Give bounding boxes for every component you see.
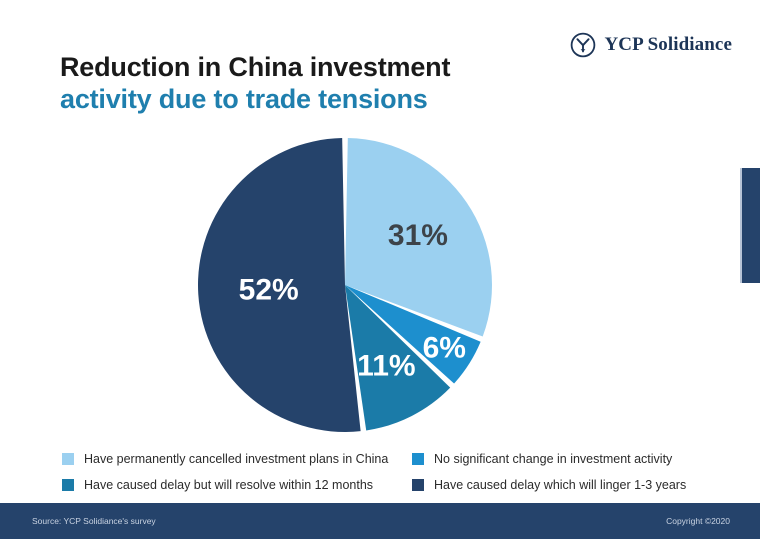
pie-slice-value-label: 6% [423, 332, 466, 365]
right-edge-accent-bar [740, 168, 760, 283]
pie-slice [345, 138, 493, 337]
legend-label-no-change: No significant change in investment acti… [434, 452, 673, 466]
pie-slice-group [197, 138, 493, 433]
pie-slice-label-group: 31% 6%11% 52% [239, 219, 466, 383]
legend-swatch-delay-1-3-years [412, 479, 424, 491]
pie-slice-value-label: 11% [357, 350, 415, 383]
pie-slice [197, 138, 361, 433]
legend-item-no-change[interactable]: No significant change in investment acti… [412, 452, 712, 466]
page-title-line-1: Reduction in China investment [60, 52, 451, 82]
brand-logo-text: YCP Solidiance [604, 34, 732, 55]
legend-swatch-no-change [412, 453, 424, 465]
brand-logo: YCP Solidiance [570, 32, 732, 58]
pie-chart: 31% 6% 11% 52% [0, 128, 760, 440]
page-title: Reduction in China investment activity d… [60, 52, 450, 116]
legend-label-delay-1-3-years: Have caused delay which will linger 1-3 … [434, 478, 687, 492]
pie-chart-canvas: 31% 6% 11% 52% [190, 136, 500, 434]
footer-source-text: Source: YCP Solidiance's survey [32, 516, 156, 526]
footer-copyright-text: Copyright ©2020 [666, 516, 730, 526]
pie-slice [345, 285, 481, 384]
page-title-line-2: activity due to trade tensions [60, 83, 428, 114]
legend-item-delay-1-3-years[interactable]: Have caused delay which will linger 1-3 … [412, 478, 712, 492]
footer-bar: Source: YCP Solidiance's survey Copyrigh… [0, 503, 760, 539]
pie-slice-value-label: 31% [388, 219, 448, 252]
legend-label-delay-12-months: Have caused delay but will resolve withi… [84, 478, 374, 492]
legend-swatch-cancelled [62, 453, 74, 465]
chart-legend: Have permanently cancelled investment pl… [62, 446, 702, 498]
legend-label-cancelled: Have permanently cancelled investment pl… [84, 452, 389, 466]
pie-slice [345, 285, 451, 431]
ycp-circle-y-icon [571, 32, 596, 58]
legend-item-cancelled[interactable]: Have permanently cancelled investment pl… [62, 452, 412, 466]
pie-slice-value-label: 52% [239, 273, 299, 306]
pie-chart-svg: 31% 6%11% 52% [197, 138, 493, 433]
legend-item-delay-12-months[interactable]: Have caused delay but will resolve withi… [62, 478, 412, 492]
legend-swatch-delay-12-months [62, 479, 74, 491]
